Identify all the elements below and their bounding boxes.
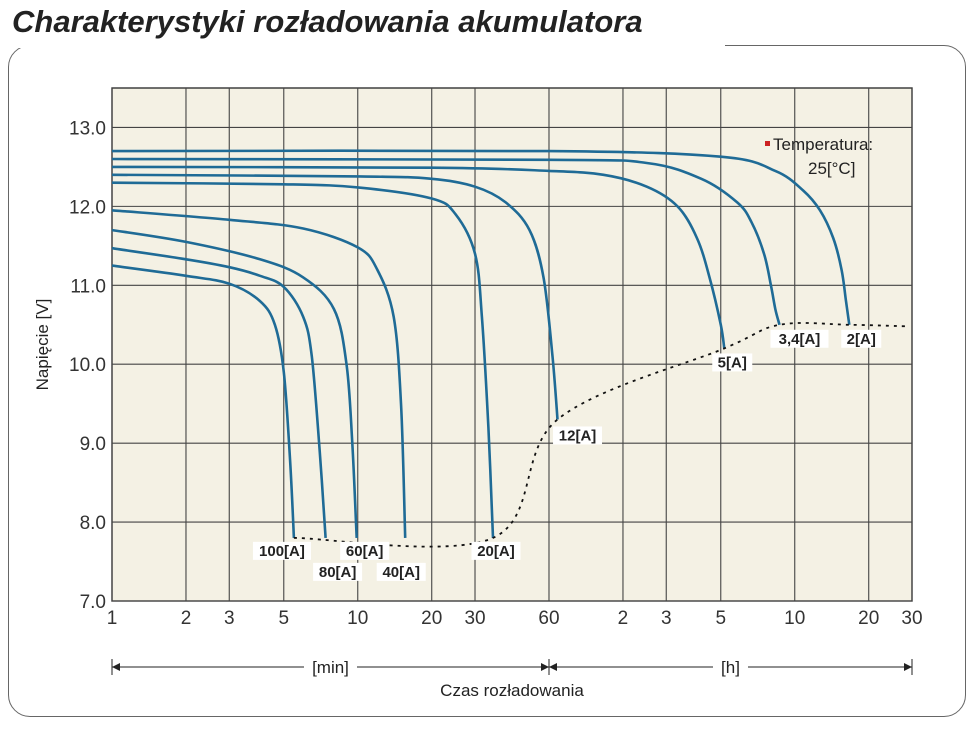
x-tick-label: 20 bbox=[858, 608, 879, 629]
curve-label: 40[A] bbox=[382, 564, 420, 581]
x-axis-label: Czas rozładowania bbox=[440, 681, 584, 700]
arrowhead bbox=[904, 663, 912, 671]
range-label: [min] bbox=[312, 658, 349, 677]
curve-label: 12[A] bbox=[559, 427, 597, 444]
y-tick-label: 13.0 bbox=[69, 118, 106, 139]
temperature-label: Temperatura: bbox=[773, 135, 873, 154]
curve-label: 5[A] bbox=[718, 354, 747, 371]
y-tick-label: 8.0 bbox=[80, 513, 106, 534]
x-tick-label: 30 bbox=[464, 608, 485, 629]
temperature-value: 25[°C] bbox=[808, 159, 855, 178]
arrowhead bbox=[112, 663, 120, 671]
discharge-curve bbox=[111, 165, 726, 349]
discharge-curve bbox=[111, 173, 559, 420]
discharge-curve bbox=[111, 228, 358, 538]
range-label: [h] bbox=[721, 658, 740, 677]
discharge-curve bbox=[111, 149, 851, 325]
discharge-curves bbox=[111, 149, 851, 538]
curve-label-bg bbox=[712, 353, 753, 372]
y-tick-label: 10.0 bbox=[69, 355, 106, 376]
y-tick-labels: 13.0 12.0 11.0 10.0 9.0 8.0 7.0 bbox=[69, 118, 106, 613]
y-tick-label: 11.0 bbox=[70, 276, 106, 297]
curve-label-bg bbox=[841, 329, 882, 348]
x-tick-label: 20 bbox=[421, 608, 442, 629]
range-label-bg bbox=[712, 657, 748, 677]
y-tick-label: 7.0 bbox=[80, 592, 106, 613]
end-of-discharge-line bbox=[293, 322, 906, 548]
curve-label-bg bbox=[471, 541, 521, 560]
y-tick-label: 12.0 bbox=[69, 197, 106, 218]
temperature-note: Temperatura: 25[°C] bbox=[765, 135, 873, 178]
page-title: Charakterystyki rozładowania akumulatora bbox=[12, 4, 643, 39]
curve-label: 3,4[A] bbox=[779, 331, 821, 348]
x-tick-label: 5 bbox=[715, 608, 726, 629]
x-tick-label: 10 bbox=[347, 608, 368, 629]
curve-label-bg bbox=[252, 541, 311, 560]
curve-label-bg bbox=[340, 541, 390, 560]
x-tick-label: 10 bbox=[784, 608, 805, 629]
x-tick-label: 60 bbox=[538, 608, 559, 629]
curve-label-bg bbox=[770, 329, 829, 348]
discharge-curve bbox=[111, 246, 327, 538]
curve-label: 80[A] bbox=[319, 564, 357, 581]
x-tick-label: 3 bbox=[661, 608, 672, 629]
x-tick-label: 3 bbox=[224, 608, 235, 629]
arrowhead bbox=[548, 663, 557, 671]
temperature-marker bbox=[765, 141, 770, 146]
y-tick-label: 9.0 bbox=[80, 434, 106, 455]
curve-label: 20[A] bbox=[477, 543, 515, 560]
end-of-discharge-curve bbox=[293, 322, 906, 548]
curve-label: 2[A] bbox=[847, 331, 876, 348]
discharge-curve bbox=[111, 181, 495, 538]
grid bbox=[111, 88, 913, 602]
x-tick-label: 2 bbox=[618, 608, 629, 629]
discharge-curve bbox=[111, 209, 407, 538]
curve-label: 60[A] bbox=[346, 543, 384, 560]
x-tick-label: 2 bbox=[181, 608, 192, 629]
discharge-curve bbox=[111, 264, 296, 538]
time-range-indicators: [min] [h] bbox=[111, 657, 913, 677]
arrowhead bbox=[540, 663, 549, 671]
curve-labels: 100[A] 80[A] 60[A] 40[A] 20[A] 12[A] 5[A] 3,4[A… bbox=[252, 329, 882, 581]
curve-label-bg bbox=[313, 562, 363, 581]
range-label-bg bbox=[303, 657, 357, 677]
x-tick-label: 5 bbox=[278, 608, 289, 629]
x-tick-labels: 1 2 3 5 10 20 30 60 2 3 5 10 20 30 bbox=[107, 608, 923, 629]
discharge-curve bbox=[111, 157, 781, 326]
x-tick-label: 30 bbox=[901, 608, 922, 629]
curve-label: 100[A] bbox=[259, 543, 305, 560]
title-background bbox=[0, 0, 725, 48]
curve-label-bg bbox=[553, 426, 603, 445]
x-tick-label: 1 bbox=[107, 608, 118, 629]
curve-label-bg bbox=[376, 562, 426, 581]
y-axis-label: Napięcie [V] bbox=[33, 299, 52, 391]
